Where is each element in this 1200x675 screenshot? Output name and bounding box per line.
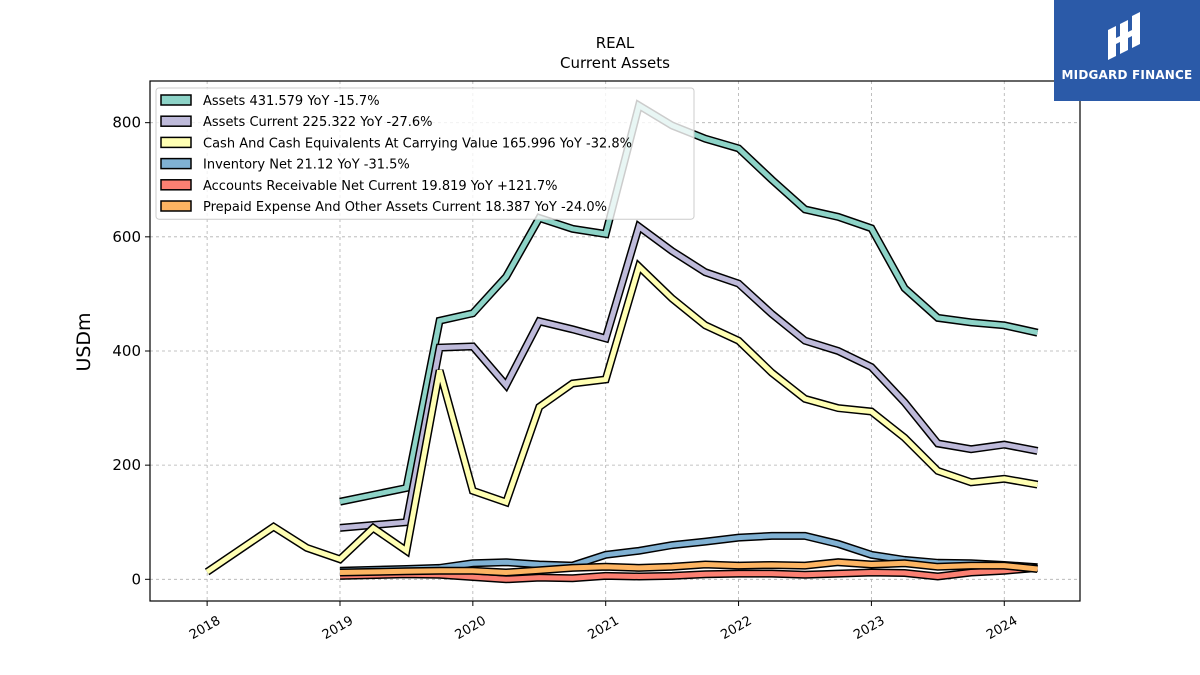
plot-frame (149, 80, 1081, 602)
x-tick-label: 2020 (453, 613, 489, 643)
brand-name: MIDGARD FINANCE (1061, 68, 1193, 82)
series-path (339, 101, 1039, 505)
x-tick-label: 2022 (718, 613, 754, 643)
y-tick-label: 800 (112, 114, 141, 132)
legend-label: Prepaid Expense And Other Assets Current… (203, 200, 607, 215)
legend-box (155, 87, 695, 220)
series-lines (204, 99, 1039, 584)
legend-label: Assets 431.579 YoY -15.7% (203, 94, 380, 109)
series-outline (204, 259, 1039, 576)
legend-swatch (160, 94, 192, 106)
x-tick-label: 2023 (851, 613, 887, 643)
legend: Assets 431.579 YoY -15.7% Assets Current … (155, 87, 695, 220)
midgard-logo-icon (1108, 12, 1140, 60)
y-tick-label: 0 (131, 570, 141, 588)
brand-logo: MIDGARD FINANCE (1054, 0, 1200, 101)
series-line (339, 99, 1039, 506)
x-tick-label: 2021 (586, 613, 622, 643)
chart-subtitle: Current Assets (560, 54, 670, 72)
series-path (205, 261, 1038, 574)
legend-swatch (160, 157, 192, 170)
series-line (339, 219, 1039, 532)
x-tick-label: 2024 (984, 613, 1020, 643)
y-tick-label: 200 (112, 456, 141, 474)
legend-swatch (160, 200, 192, 212)
series-line (339, 563, 1038, 584)
legend-swatch (160, 136, 192, 149)
y-tick-label: 400 (112, 342, 141, 360)
legend-label: Inventory Net 21.12 YoY -31.5% (203, 158, 410, 173)
chart-title: REAL (596, 34, 635, 52)
y-axis-label: USDm (73, 312, 95, 371)
legend-label: Assets Current 225.322 YoY -27.6% (203, 115, 433, 130)
legend-label: Accounts Receivable Net Current 19.819 Y… (203, 179, 558, 194)
legend-label: Cash And Cash Equivalents At Carrying Va… (203, 136, 632, 151)
legend-swatch (160, 179, 192, 191)
series-path (339, 565, 1038, 582)
series-line (204, 259, 1039, 576)
legend-swatch (160, 115, 192, 127)
series-path (339, 559, 1038, 576)
series-line (339, 558, 1038, 577)
series-path (339, 222, 1038, 531)
x-tick-label: 2019 (320, 613, 356, 643)
x-tick-label: 2018 (187, 613, 223, 643)
y-tick-label: 600 (112, 228, 141, 246)
